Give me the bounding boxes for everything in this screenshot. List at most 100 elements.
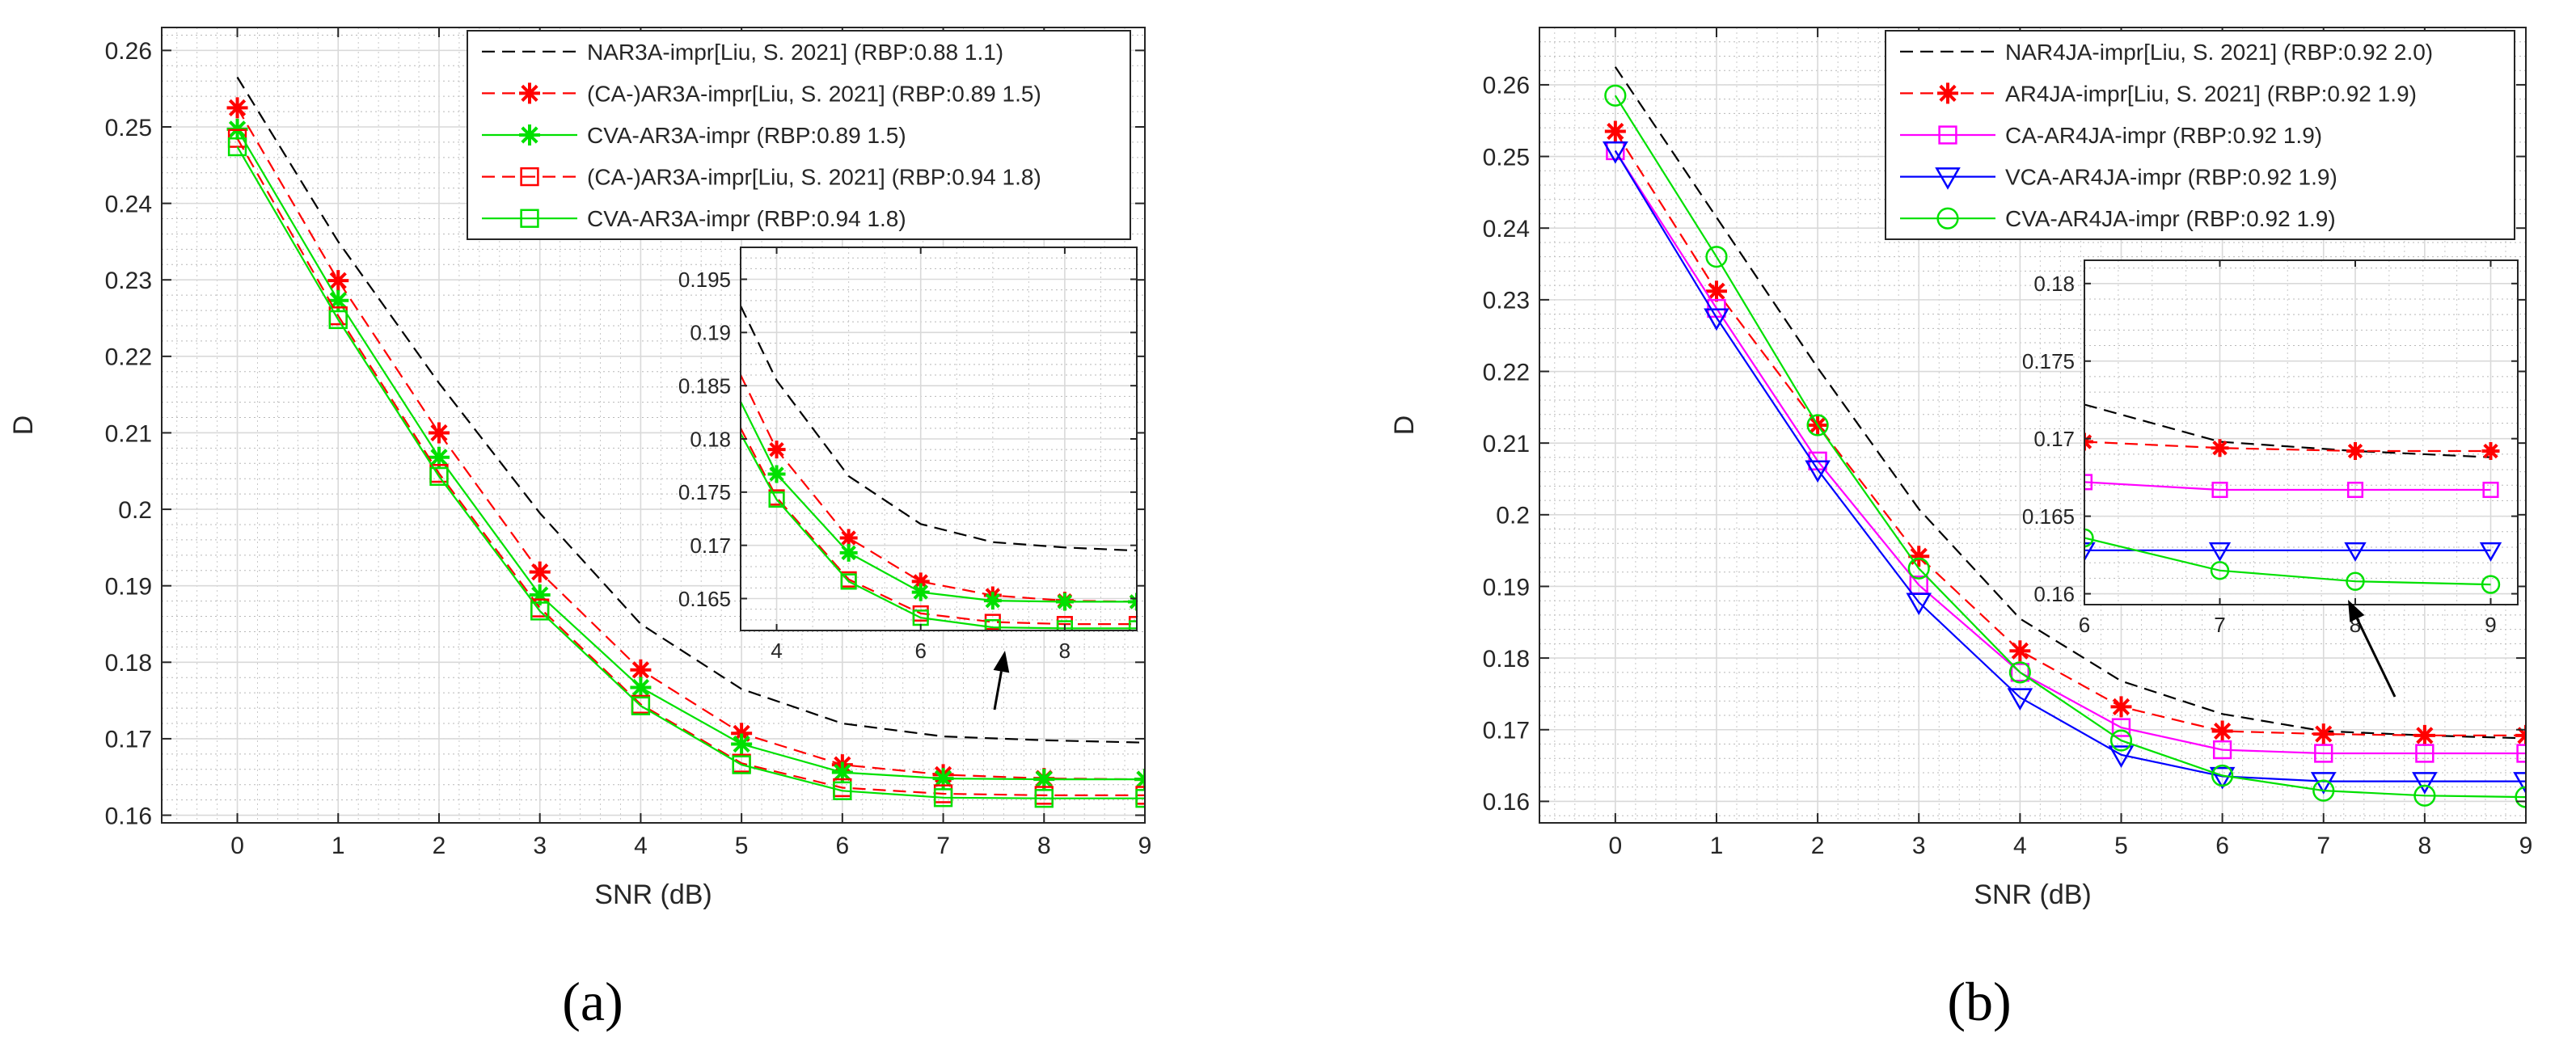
data-point-marker	[1056, 620, 1073, 630]
series-line	[1614, 66, 2526, 740]
data-point-marker	[2211, 481, 2228, 499]
data-point-marker	[428, 446, 450, 468]
data-point-marker	[631, 696, 651, 715]
data-point-marker	[2481, 442, 2500, 461]
x-tick-label: 1	[332, 833, 345, 859]
y-axis-label: D	[8, 415, 39, 436]
y-tick-label: 0.17	[690, 533, 731, 558]
x-tick-label: 2	[1811, 833, 1825, 859]
data-point-marker	[530, 601, 550, 621]
y-tick-label: 0.24	[1483, 216, 1530, 242]
x-tick-label: 6	[2079, 613, 2090, 637]
data-point-marker	[2346, 571, 2365, 591]
series-line	[2084, 441, 2491, 453]
data-point-marker	[839, 529, 858, 547]
data-point-marker	[2110, 696, 2132, 718]
data-point-marker	[2346, 481, 2364, 499]
series-line	[1614, 150, 2526, 755]
y-tick-label: 0.2	[118, 497, 152, 524]
series-line	[741, 305, 1137, 552]
data-point-marker	[2210, 561, 2230, 580]
data-point-marker	[2212, 740, 2232, 760]
data-point-marker	[1055, 592, 1074, 611]
inset-panel-a: 4 6 8 0.165 0.17 0.175 0.18 0.185 0.19 0.195	[678, 247, 1138, 663]
data-point-marker	[1604, 120, 1626, 142]
data-point-marker	[2413, 784, 2436, 807]
y-tick-label: 0.16	[105, 803, 152, 829]
y-tick-label: 0.22	[105, 344, 152, 371]
x-tick-label: 6	[2215, 833, 2229, 859]
data-point-marker	[1705, 246, 1728, 268]
legend: NAR4JA-impr[Liu, S. 2021] (RBP:0.92 2.0)…	[1885, 30, 2515, 240]
x-tick-label: 9	[2485, 613, 2496, 637]
data-point-marker	[2344, 542, 2367, 562]
legend-marker	[1935, 167, 1961, 190]
data-point-marker	[2009, 640, 2031, 662]
x-tick-label: 8	[1059, 639, 1071, 663]
data-point-marker	[731, 723, 753, 744]
x-tick-label: 7	[936, 833, 950, 859]
series-line	[1614, 130, 2526, 736]
data-point-marker	[767, 465, 786, 483]
data-point-marker	[2479, 542, 2502, 562]
data-point-marker	[831, 761, 853, 783]
series-line	[2084, 481, 2491, 491]
data-point-marker	[226, 97, 248, 119]
data-point-marker	[1704, 308, 1729, 331]
legend-marker	[520, 167, 539, 187]
y-tick-label: 0.195	[678, 268, 731, 292]
x-tick-label: 4	[771, 639, 782, 663]
series-group	[226, 76, 1145, 808]
y-tick-label: 0.17	[2033, 427, 2075, 451]
series-group	[1603, 66, 2526, 808]
legend-entry: (CA-)AR3A-impr[Liu, S. 2021] (RBP:0.89 1…	[587, 81, 1041, 106]
y-tick-label: 0.175	[2022, 349, 2075, 373]
zoom-arrow	[993, 671, 1003, 711]
data-point-marker	[1806, 414, 1829, 436]
x-tick-label: 6	[914, 639, 926, 663]
data-point-marker	[2109, 729, 2133, 752]
x-tick-label: 8	[2418, 833, 2432, 859]
x-tick-label: 2	[433, 833, 446, 859]
data-point-marker	[768, 491, 785, 508]
x-tick-label: 3	[1912, 833, 1926, 859]
x-tick-label: 7	[2316, 833, 2330, 859]
series-line	[236, 137, 1145, 796]
y-tick-label: 0.25	[105, 115, 152, 141]
legend-entry: AR4JA-impr[Liu, S. 2021] (RBP:0.92 1.9)	[2005, 81, 2417, 106]
series-line	[1614, 150, 2526, 782]
y-tick-label: 0.22	[1483, 359, 1530, 386]
y-tick-label: 0.18	[2033, 272, 2075, 296]
legend-marker	[519, 124, 540, 145]
series-line	[236, 107, 1145, 781]
y-tick-label: 0.26	[1483, 73, 1530, 99]
data-point-marker	[327, 289, 349, 311]
zoom-arrow-head	[993, 651, 1010, 673]
y-tick-label: 0.25	[1483, 144, 1530, 171]
data-point-marker	[2209, 766, 2236, 790]
legend-marker	[519, 82, 540, 104]
series-line	[236, 146, 1145, 799]
data-point-marker	[630, 659, 652, 681]
data-point-marker	[2412, 772, 2438, 795]
legend-box	[467, 30, 1131, 240]
data-point-marker	[428, 422, 450, 444]
y-tick-label: 0.18	[1483, 646, 1530, 673]
data-point-marker	[1805, 460, 1831, 483]
x-tick-label: 3	[533, 833, 547, 859]
x-tick-label: 4	[634, 833, 648, 859]
data-point-marker	[429, 466, 449, 487]
data-point-marker	[328, 310, 348, 330]
y-tick-label: 0.19	[690, 321, 731, 345]
data-point-marker	[1705, 280, 1727, 302]
data-point-marker	[2415, 744, 2435, 763]
y-tick-label: 0.21	[105, 420, 152, 447]
legend-entry: CA-AR4JA-impr (RBP:0.92 1.9)	[2005, 123, 2322, 148]
legend-marker	[1938, 125, 1957, 145]
legend-entry: (CA-)AR3A-impr[Liu, S. 2021] (RBP:0.94 1…	[587, 165, 1041, 190]
y-tick-label: 0.21	[1483, 431, 1530, 458]
y-tick-label: 0.19	[1483, 574, 1530, 601]
data-point-marker	[833, 781, 852, 800]
x-axis-label: SNR (dB)	[594, 879, 712, 910]
data-point-marker	[767, 441, 786, 459]
